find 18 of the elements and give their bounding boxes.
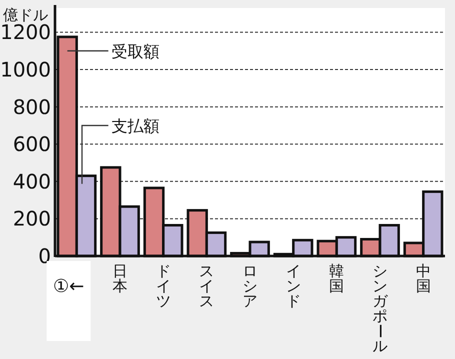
y-tick-label: 800 <box>12 94 51 119</box>
x-tick-label: ドイツ <box>156 262 171 310</box>
y-tick-label: 0 <box>38 244 51 268</box>
text: 受取額 <box>111 42 160 61</box>
y-tick-label: 400 <box>12 169 51 194</box>
y-axis-title: 億ドル <box>3 6 48 24</box>
y-tick-label: 200 <box>12 206 51 231</box>
x-tick-label: 韓国 <box>329 262 344 295</box>
x-tick-label: ①← <box>53 276 84 297</box>
x-tick-label: 中国 <box>416 262 431 295</box>
y-tick-label: 600 <box>12 132 51 156</box>
text: 支払額 <box>111 116 160 136</box>
x-tick-label: スイス <box>199 262 214 310</box>
y-tick-label: 1000 <box>0 58 51 82</box>
x-tick-label: ロシア <box>242 262 258 310</box>
x-tick-label: シンガポール <box>371 262 389 355</box>
x-tick-label: 日本 <box>112 262 128 295</box>
x-tick-label: インド <box>286 262 301 310</box>
